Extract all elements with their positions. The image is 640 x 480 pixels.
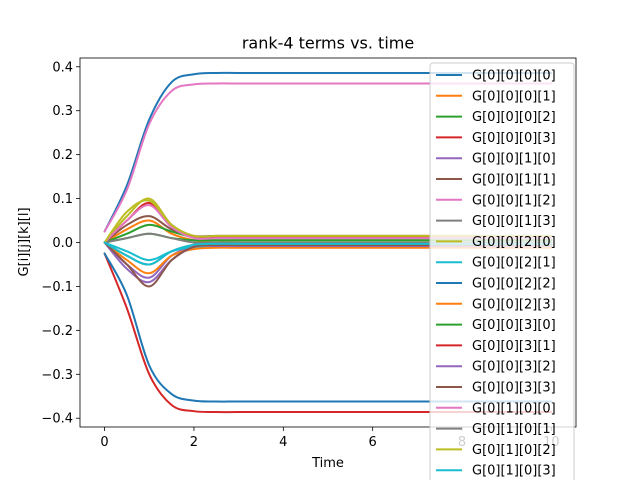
legend-box: [429, 62, 575, 480]
legend-entry-label: G[0][0][3][1]: [472, 339, 556, 354]
legend-entry-label: G[0][1][0][1]: [472, 422, 556, 437]
legend-entry-label: G[0][0][0][0]: [472, 69, 556, 84]
series-line-16: [103, 204, 553, 244]
y-tick-label: −0.4: [41, 412, 73, 427]
y-tick-label: 0.0: [52, 236, 73, 251]
series-line-19: [103, 241, 553, 266]
legend-entry-label: G[0][1][0][0]: [472, 401, 556, 416]
legend-entry-label: G[0][0][1][2]: [472, 193, 556, 208]
legend-entry-label: G[0][0][3][3]: [472, 381, 556, 396]
legend-entry-label: G[0][0][3][0]: [472, 318, 556, 333]
y-tick-label: 0.1: [52, 192, 73, 207]
series-line-18: [103, 199, 553, 244]
legend-entry-label: G[0][0][1][1]: [472, 173, 556, 188]
y-tick-label: −0.2: [41, 324, 73, 339]
x-tick-label: 2: [190, 435, 198, 450]
series-lines: [103, 71, 553, 414]
legend-entry-label: G[0][0][0][2]: [472, 110, 556, 125]
legend-entry-label: G[0][0][2][0]: [472, 235, 556, 250]
legend-entry-label: G[0][0][2][2]: [472, 277, 556, 292]
y-tick-label: 0.3: [52, 104, 73, 119]
series-line-3: [103, 252, 553, 414]
legend-entry-label: G[0][1][0][2]: [472, 443, 556, 458]
series-line-11: [103, 241, 553, 275]
series-line-17: [103, 232, 553, 244]
series-line-6: [103, 82, 553, 233]
y-tick-label: −0.3: [41, 368, 73, 383]
legend-entry-label: G[0][0][0][3]: [472, 131, 556, 146]
plot-area: 0246810−0.4−0.3−0.2−0.10.00.10.20.30.4: [41, 57, 577, 450]
series-line-10: [103, 252, 553, 403]
y-tick-label: −0.1: [41, 280, 73, 295]
series-line-0: [103, 71, 553, 233]
legend-entry-label: G[0][0][0][1]: [472, 89, 556, 104]
x-axis-label: Time: [311, 456, 344, 471]
chart-title: rank-4 terms vs. time: [242, 34, 414, 53]
y-tick-label: 0.4: [52, 60, 73, 75]
legend-entry-label: G[0][0][2][1]: [472, 256, 556, 271]
x-tick-label: 0: [100, 435, 108, 450]
legend: G[0][0][0][0] G[0][0][0][1] G[0][0][0][2] G…: [429, 62, 575, 480]
legend-entry-label: G[0][0][1][3]: [472, 214, 556, 229]
y-axis-label: G[i][j][k][l]: [17, 207, 32, 276]
y-tick-label: 0.2: [52, 148, 73, 163]
x-tick-label: 6: [369, 435, 377, 450]
series-line-15: [103, 241, 553, 288]
legend-entry-label: G[0][0][1][0]: [472, 152, 556, 167]
legend-entry-label: G[0][0][2][3]: [472, 297, 556, 312]
legend-entry-label: G[0][1][0][3]: [472, 464, 556, 479]
legend-entry-label: G[0][0][3][2]: [472, 360, 556, 375]
x-tick-label: 4: [279, 435, 287, 450]
